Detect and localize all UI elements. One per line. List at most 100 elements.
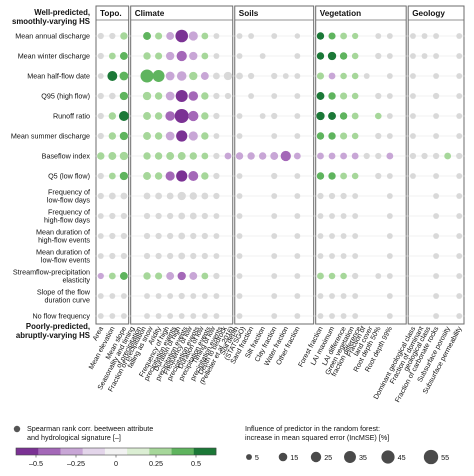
signature-attribute-dot: [329, 313, 335, 319]
signature-attribute-dot: [317, 293, 324, 299]
signature-attribute-dot: [178, 212, 186, 220]
signature-attribute-dot: [120, 232, 128, 240]
signature-attribute-dot: [410, 113, 416, 119]
signature-attribute-dot: [109, 92, 116, 100]
signature-attribute-dot: [386, 152, 394, 160]
color-legend-tick-label: 0.5: [191, 459, 201, 468]
signature-attribute-dot: [97, 73, 104, 79]
signature-attribute-dot: [456, 113, 463, 119]
signature-attribute-dot: [201, 272, 209, 280]
signature-attribute-dot: [316, 111, 325, 121]
signature-attribute-dot: [282, 73, 289, 79]
signature-attribute-dot: [165, 171, 175, 181]
signature-attribute-dot: [213, 272, 220, 280]
signature-attribute-dot: [340, 152, 348, 160]
signature-label: Q95 (high flow): [41, 92, 90, 101]
signature-attribute-dot: [119, 171, 129, 181]
poorly-predicted-label: Poorly-predicted,: [26, 322, 90, 331]
signature-attribute-dot: [351, 92, 359, 100]
signature-attribute-dot: [155, 212, 162, 220]
signature-attribute-dot: [97, 132, 104, 140]
signature-attribute-dot: [456, 133, 463, 139]
signature-attribute-dot: [143, 232, 151, 240]
signature-attribute-dot: [200, 72, 209, 80]
signature-attribute-dot: [351, 132, 359, 140]
signature-attribute-dot: [165, 91, 175, 101]
signature-attribute-dot: [142, 91, 152, 101]
signature-label: Mean summer discharge: [11, 132, 90, 141]
dot-layer: [95, 29, 465, 319]
signature-attribute-dot: [224, 92, 232, 100]
color-legend-label: Spearman rank corr. beetween attribute: [27, 424, 153, 433]
signature-attribute-dot: [176, 170, 188, 182]
signature-attribute-dot: [328, 192, 336, 200]
signature-attribute-dot: [409, 152, 417, 160]
signature-attribute-dot: [97, 313, 104, 319]
signature-attribute-dot: [155, 32, 163, 40]
color-legend-tick-label: –0.5: [29, 459, 43, 468]
signature-attribute-dot: [456, 73, 463, 79]
signature-attribute-dot: [410, 73, 416, 79]
signature-attribute-dot: [213, 192, 220, 200]
signature-attribute-dot: [236, 273, 243, 279]
signature-attribute-dot: [352, 193, 359, 199]
signature-attribute-dot: [97, 92, 104, 100]
signature-attribute-dot: [189, 272, 198, 280]
signature-attribute-dot: [97, 52, 104, 60]
signature-label: low-flow days: [47, 196, 91, 205]
signature-attribute-dot: [456, 293, 463, 299]
signature-attribute-dot: [155, 252, 162, 260]
signature-attribute-dot: [167, 313, 174, 319]
signature-attribute-dot: [97, 32, 104, 40]
signature-attribute-dot: [109, 252, 116, 260]
signature-attribute-dot: [375, 92, 382, 100]
size-legend-dot: [310, 451, 322, 463]
signature-attribute-dot: [201, 92, 209, 100]
signature-attribute-dot: [167, 293, 174, 299]
signature-attribute-dot: [154, 112, 163, 120]
signature-attribute-dot: [120, 32, 128, 40]
signature-label: Mean duration of: [36, 227, 90, 236]
signature-attribute-dot: [201, 232, 208, 240]
attribute-group-label: Soils: [239, 9, 259, 18]
signature-attribute-dot: [188, 131, 198, 141]
signature-attribute-dot: [143, 132, 151, 140]
signature-attribute-dot: [456, 233, 463, 239]
attribute-group-label: Topo.: [100, 9, 122, 18]
signature-attribute-dot: [329, 213, 335, 219]
signature-attribute-dot: [188, 31, 198, 41]
signature-attribute-dot: [294, 253, 301, 259]
signature-attribute-dot: [271, 172, 278, 180]
signature-attribute-dot: [143, 32, 151, 40]
signature-attribute-dot: [328, 172, 336, 180]
signature-attribute-dot: [165, 131, 175, 141]
signature-attribute-dot: [154, 92, 163, 100]
signature-attribute-dot: [247, 152, 255, 160]
signature-attribute-dot: [176, 71, 187, 81]
signature-attribute-dot: [271, 233, 278, 239]
signature-attribute-dot: [352, 293, 359, 299]
signature-attribute-dot: [340, 192, 347, 200]
size-legend-dot: [344, 451, 356, 463]
signature-attribute-dot: [213, 313, 220, 319]
signature-attribute-dot: [167, 232, 174, 240]
signature-label: Frequency of: [48, 187, 90, 196]
signature-attribute-dot: [433, 173, 440, 179]
signature-attribute-dot: [108, 52, 116, 60]
signature-attribute-dot: [189, 192, 197, 200]
signature-attribute-dot: [328, 72, 336, 80]
signature-attribute-dot: [155, 192, 163, 200]
legend-layer: Spearman rank corr. beetween attributean…: [13, 424, 449, 468]
size-legend-dot: [246, 454, 252, 460]
signature-attribute-dot: [143, 172, 151, 180]
signature-attribute-dot: [188, 171, 199, 181]
color-legend-label: and hydrological signature [–]: [27, 433, 121, 442]
signature-attribute-dot: [178, 252, 186, 260]
signature-attribute-dot: [340, 172, 348, 180]
signature-attribute-dot: [340, 313, 347, 319]
signature-attribute-dot: [351, 152, 359, 160]
signature-attribute-dot: [107, 71, 118, 81]
color-legend-tick-label: –0.25: [67, 459, 85, 468]
signature-attribute-dot: [109, 212, 116, 220]
signature-attribute-dot: [213, 253, 220, 259]
